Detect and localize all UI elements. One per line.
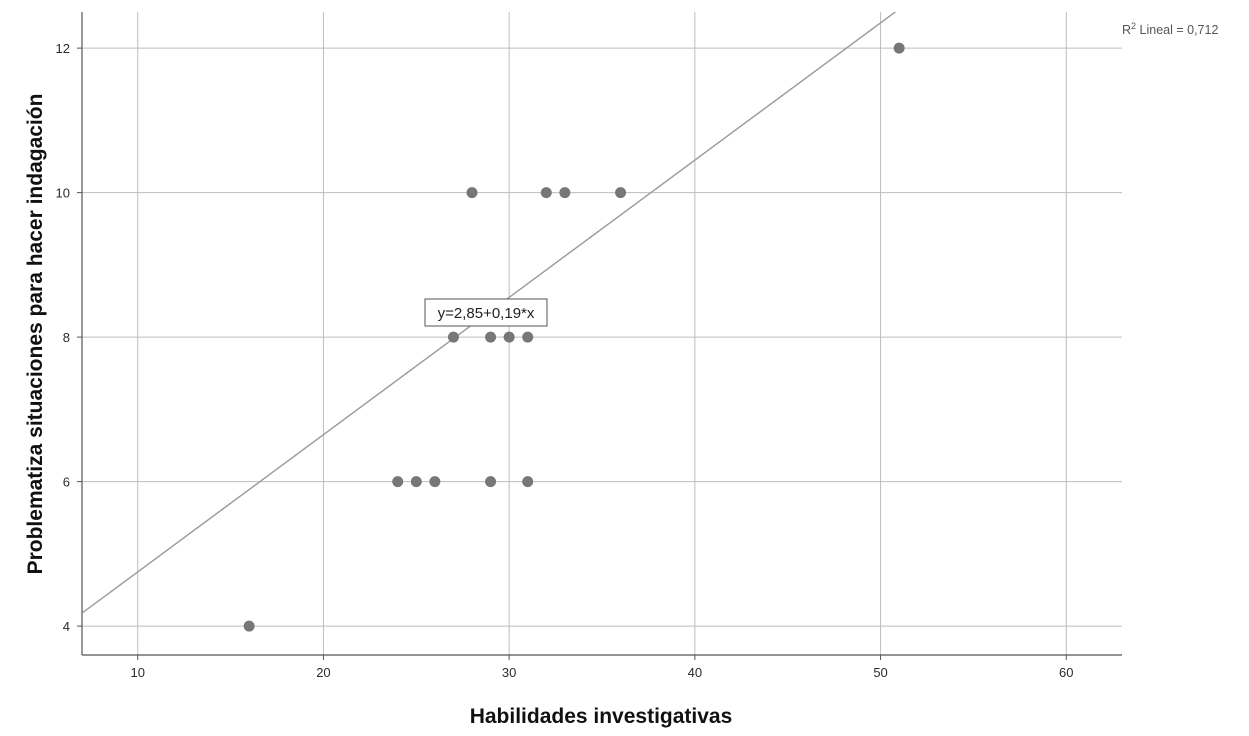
data-point: [466, 187, 478, 199]
data-point: [485, 331, 497, 343]
fit-line-layer: [82, 12, 897, 614]
y-axis-title: Problematiza situaciones para hacer inda…: [24, 94, 47, 575]
data-point: [540, 187, 552, 199]
fit-equation-label: y=2,85+0,19*x: [424, 298, 548, 327]
r-squared-superscript: 2: [1131, 21, 1136, 31]
data-point: [447, 331, 459, 343]
fit-equation-text: y=2,85+0,19*x: [438, 305, 535, 322]
data-point: [429, 476, 441, 488]
x-tick-label: 50: [873, 665, 887, 680]
x-tick-label: 10: [130, 665, 144, 680]
data-point: [410, 476, 422, 488]
fit-line: [82, 12, 897, 614]
x-axis-title: Habilidades investigativas: [470, 705, 733, 728]
data-point: [522, 331, 534, 343]
data-point: [243, 620, 255, 632]
y-tick-label: 12: [56, 41, 70, 56]
y-tick-label: 6: [63, 475, 70, 490]
r-squared-value: Lineal = 0,712: [1136, 23, 1218, 37]
y-tick-label: 4: [63, 619, 70, 634]
y-tick-label: 10: [56, 186, 70, 201]
x-tick-label: 40: [688, 665, 702, 680]
x-tick-label: 20: [316, 665, 330, 680]
fit-equation-box: [424, 298, 548, 327]
axes: [77, 12, 1122, 660]
grid-lines: [82, 12, 1122, 655]
r-squared-label: R2 Lineal = 0,712: [1122, 21, 1218, 37]
tick-labels: 10 20 30 40 50 60 4 6 8 10 12: [56, 41, 1074, 680]
x-tick-label: 60: [1059, 665, 1073, 680]
data-point: [485, 476, 497, 488]
r-squared-prefix: R: [1122, 23, 1131, 37]
data-point: [503, 331, 515, 343]
data-point: [392, 476, 404, 488]
x-tick-label: 30: [502, 665, 516, 680]
data-points: [243, 42, 905, 632]
data-point: [522, 476, 534, 488]
data-point: [615, 187, 627, 199]
data-point: [559, 187, 571, 199]
data-point: [893, 42, 905, 54]
y-tick-label: 8: [63, 330, 70, 345]
